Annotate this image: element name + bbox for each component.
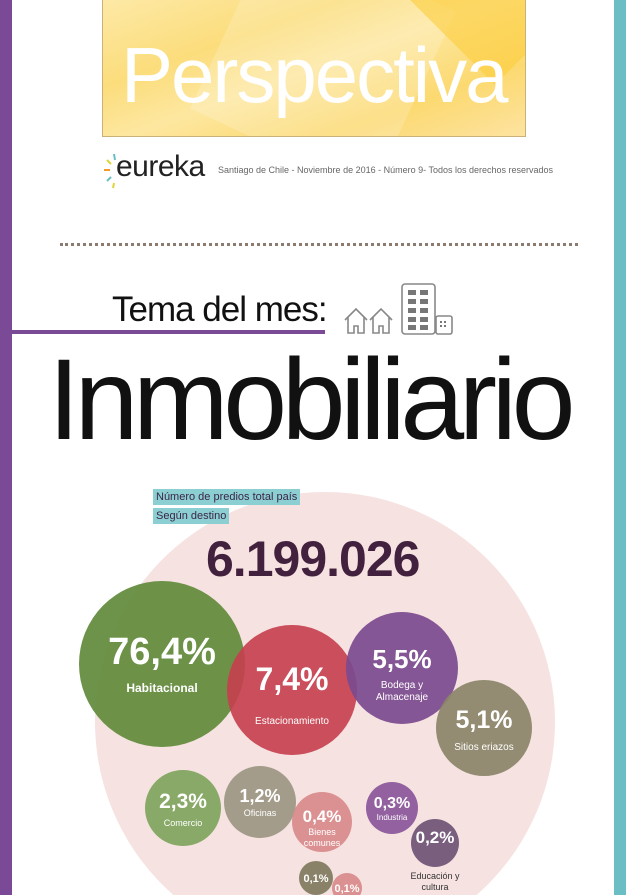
bubble-label: Comercio xyxy=(164,818,203,828)
bubble-label: comunes xyxy=(304,838,341,848)
eureka-logo: eureka xyxy=(100,150,212,192)
bubble-value: 2,3% xyxy=(159,790,207,813)
bubble-label: Habitacional xyxy=(126,681,197,695)
topic-title: Inmobiliario xyxy=(48,336,576,464)
bubble-other xyxy=(332,873,362,895)
bubble-value: 5,5% xyxy=(372,644,431,674)
bubble-label: Industria xyxy=(377,813,408,822)
bubble-label: Almacenaje xyxy=(376,692,429,703)
bubble-label: cultura xyxy=(421,882,448,892)
bubble-value: 5,1% xyxy=(456,706,513,734)
bubble-comercio xyxy=(145,770,221,846)
bubble-value: 0,4% xyxy=(303,807,342,826)
bubble-bodega-y-almacenaje xyxy=(346,612,458,724)
chart-title: Número de predios total país xyxy=(153,489,301,505)
bubble-label: Bodega y xyxy=(381,680,423,691)
topic-label: Tema del mes: xyxy=(112,290,328,329)
bubble-habitacional xyxy=(79,581,245,747)
header-banner: Perspectiva xyxy=(102,0,526,137)
bubble-other xyxy=(299,861,333,895)
bubble-industria xyxy=(366,782,418,834)
bubble-label: Oficinas xyxy=(244,808,277,818)
bubble-label: Sitios eriazos xyxy=(454,742,513,753)
bubble-label: Estacionamiento xyxy=(255,716,329,727)
bubble-value: 0,2% xyxy=(416,828,455,847)
buildings-icon xyxy=(344,283,453,335)
chart-subtitle: Según destino xyxy=(153,508,230,524)
bubble-sitios-eriazos xyxy=(436,680,532,776)
bubble-value: 76,4% xyxy=(108,631,216,673)
bubble-estacionamiento xyxy=(227,625,357,755)
bubble-value: 1,2% xyxy=(239,786,280,806)
logo-rays-icon xyxy=(104,153,116,189)
left-accent-bar xyxy=(0,0,12,895)
bubble-value: 0,3% xyxy=(374,795,410,812)
bubble-label: Bienes xyxy=(308,827,336,837)
total-count: 6.199.026 xyxy=(206,531,420,587)
bubble-educación-y-cultura xyxy=(411,819,459,867)
right-accent-bar xyxy=(614,0,626,895)
topic-underline xyxy=(12,330,325,334)
bubble-value: 0,1% xyxy=(303,873,328,885)
header-title: Perspectiva xyxy=(121,31,509,119)
bubble-value: 7,4% xyxy=(256,661,329,697)
divider xyxy=(60,243,578,246)
publication-info: Santiago de Chile - Noviembre de 2016 - … xyxy=(218,165,554,175)
bubble-oficinas xyxy=(224,766,296,838)
bubble-bienes-comunes xyxy=(292,792,352,852)
bubble-label: Educación y xyxy=(410,871,460,881)
bubble-value: 0,1% xyxy=(334,883,359,895)
logo-text: eureka xyxy=(116,150,205,183)
